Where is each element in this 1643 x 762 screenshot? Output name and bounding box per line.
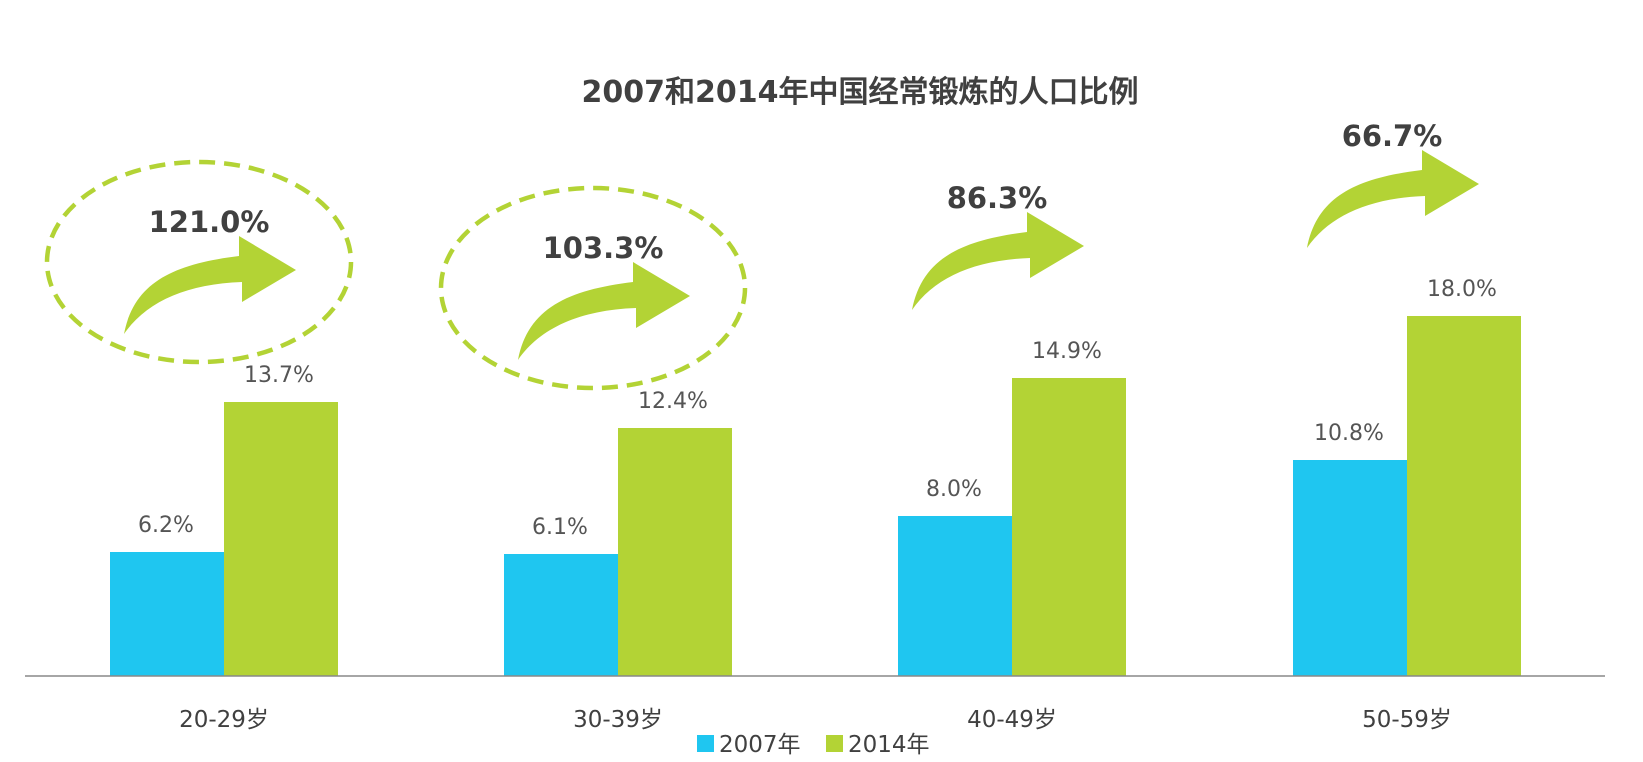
growth-arrow-0: [124, 236, 296, 334]
bar-s2-1: [618, 428, 732, 676]
legend-swatch-2: [826, 735, 843, 752]
category-label-1: 30-39岁: [573, 707, 663, 733]
legend-swatch-1: [697, 735, 714, 752]
growth-indicators: [44, 150, 1479, 391]
value-label-s2-3: 18.0%: [1427, 277, 1497, 302]
bar-s1-3: [1293, 460, 1407, 676]
value-label-s2-1: 12.4%: [638, 389, 708, 414]
category-label-0: 20-29岁: [179, 707, 269, 733]
growth-label-1: 103.3%: [543, 231, 664, 265]
bar-s1-2: [898, 516, 1012, 676]
bars: [110, 316, 1521, 676]
growth-label-0: 121.0%: [149, 205, 270, 239]
value-label-s1-0: 6.2%: [138, 513, 194, 538]
legend-label-2: 2014年: [848, 732, 930, 758]
growth-arrow-2: [912, 212, 1084, 310]
value-label-s1-1: 6.1%: [532, 515, 588, 540]
legend: 2007年 2014年: [697, 732, 930, 758]
category-label-2: 40-49岁: [967, 707, 1057, 733]
growth-label-2: 86.3%: [947, 181, 1048, 215]
growth-arrow-3: [1307, 150, 1479, 248]
bar-s2-0: [224, 402, 338, 676]
category-label-3: 50-59岁: [1362, 707, 1452, 733]
highlight-ellipse-1: [438, 185, 748, 391]
growth-arrow-1: [518, 262, 690, 360]
growth-label-3: 66.7%: [1342, 119, 1443, 153]
bar-s1-0: [110, 552, 224, 676]
labels: 6.2% 13.7% 20-29岁 121.0% 6.1% 12.4% 30-39岁 103.…: [138, 119, 1497, 733]
value-label-s1-3: 10.8%: [1314, 421, 1384, 446]
bar-s2-2: [1012, 378, 1126, 676]
bar-s2-3: [1407, 316, 1521, 676]
value-label-s2-2: 14.9%: [1032, 339, 1102, 364]
value-label-s1-2: 8.0%: [926, 477, 982, 502]
chart-title: 2007和2014年中国经常锻炼的人口比例: [582, 75, 1139, 110]
value-label-s2-0: 13.7%: [244, 363, 314, 388]
legend-label-1: 2007年: [719, 732, 801, 758]
highlight-ellipse-0: [44, 159, 354, 365]
bar-s1-1: [504, 554, 618, 676]
